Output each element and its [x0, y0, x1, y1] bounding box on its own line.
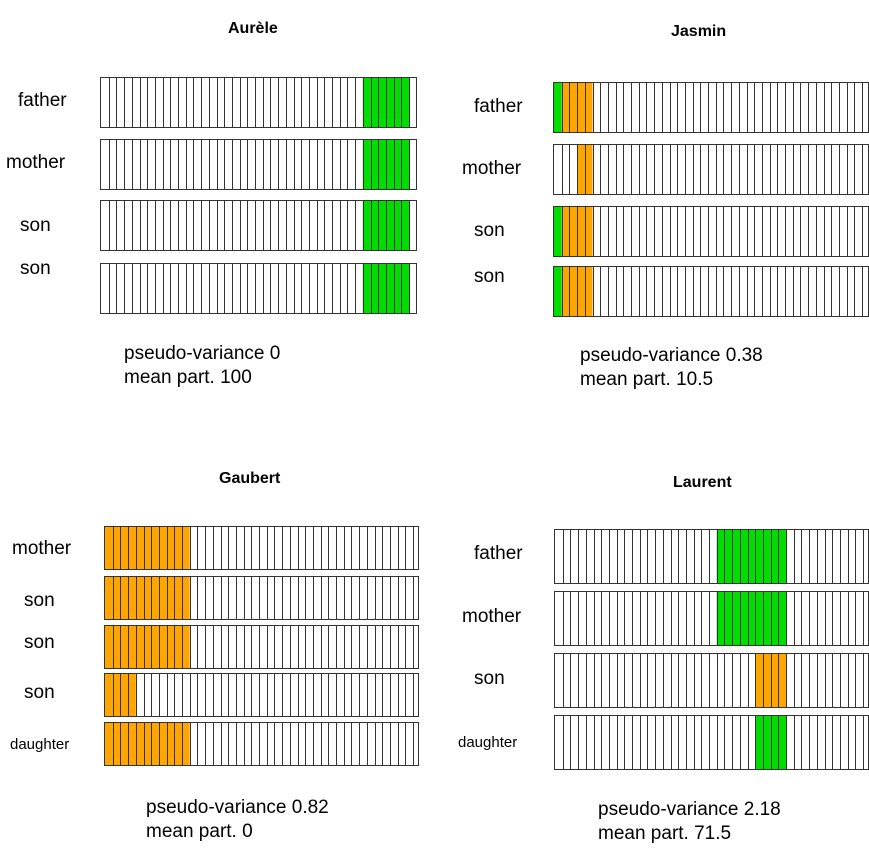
bar-row	[554, 715, 869, 770]
bar-cells	[563, 654, 864, 707]
stat-label-pseudo-variance: pseudo-variance	[598, 799, 739, 820]
green-segment	[554, 207, 562, 256]
bar-row	[104, 673, 419, 717]
row-label: son	[474, 266, 505, 287]
green-segment	[755, 716, 786, 769]
bar-cells	[109, 140, 410, 189]
bar-row	[553, 206, 869, 257]
stat-value-mean-part: 0	[242, 821, 253, 842]
bar-cells	[554, 83, 863, 132]
stat-value-mean-part: 10.5	[676, 369, 714, 390]
row-label: son	[20, 215, 51, 236]
bar-cells	[563, 716, 864, 769]
bar-row	[104, 526, 419, 570]
bar-row	[100, 77, 417, 128]
row-label: mother	[462, 158, 522, 179]
panel-title: Jasmin	[671, 23, 727, 40]
orange-segment	[755, 654, 786, 707]
row-label: father	[474, 96, 523, 117]
bar-cells	[105, 577, 414, 619]
green-segment	[716, 592, 786, 645]
green-segment	[362, 78, 409, 127]
row-label: father	[18, 90, 67, 111]
green-segment	[362, 140, 409, 189]
stat-label-mean-part: mean part.	[124, 367, 215, 388]
stats-block: pseudo-variance 0.38 mean part. 10.5	[580, 344, 763, 392]
green-segment	[362, 201, 409, 250]
bar-row	[553, 144, 869, 195]
stat-label-mean-part: mean part.	[580, 369, 671, 390]
orange-segment	[577, 145, 593, 194]
bar-cells	[109, 201, 410, 250]
row-label: daughter	[10, 736, 70, 753]
bar-cells	[105, 527, 414, 569]
stats-block: pseudo-variance 2.18 mean part. 71.5	[598, 798, 781, 846]
orange-segment	[105, 577, 190, 619]
orange-segment	[105, 527, 190, 569]
stat-label-mean-part: mean part.	[598, 823, 689, 844]
panel-title: Laurent	[673, 474, 732, 491]
orange-segment	[105, 723, 190, 765]
bar-row	[553, 82, 869, 133]
stats-block: pseudo-variance 0.82 mean part. 0	[146, 796, 329, 844]
bar-cells	[554, 267, 863, 316]
bar-cells	[105, 723, 414, 765]
green-segment	[554, 83, 562, 132]
bar-row	[554, 591, 869, 646]
stat-value-mean-part: 71.5	[694, 823, 732, 844]
bar-cells	[109, 78, 410, 127]
bar-cells	[563, 592, 864, 645]
bar-cells	[562, 145, 863, 194]
bar-cells	[563, 530, 864, 583]
stat-value-pseudo-variance: 0	[269, 343, 281, 364]
bar-row	[100, 200, 417, 251]
row-label: son	[474, 668, 505, 689]
stat-label-mean-part: mean part.	[146, 821, 237, 842]
stat-value-pseudo-variance: 0.38	[725, 345, 763, 366]
green-segment	[554, 267, 562, 316]
stat-value-pseudo-variance: 2.18	[743, 799, 781, 820]
bar-cells	[105, 674, 414, 716]
row-label: mother	[6, 152, 66, 173]
stat-label-pseudo-variance: pseudo-variance	[580, 345, 721, 366]
bar-cells	[109, 264, 410, 313]
green-segment	[362, 264, 409, 313]
bar-cells	[554, 207, 863, 256]
row-label: daughter	[458, 734, 518, 751]
stat-label-pseudo-variance: pseudo-variance	[146, 797, 287, 818]
row-label: son	[24, 632, 55, 653]
stats-block: pseudo-variance 0 mean part. 100	[124, 342, 280, 390]
row-label: son	[24, 682, 55, 703]
row-label: son	[474, 220, 505, 241]
stat-label-pseudo-variance: pseudo-variance	[124, 343, 265, 364]
stat-value-pseudo-variance: 0.82	[291, 797, 329, 818]
row-label: father	[474, 543, 523, 564]
bar-row	[100, 263, 417, 314]
stat-value-mean-part: 100	[220, 367, 252, 388]
row-label: son	[20, 258, 51, 279]
row-label: mother	[462, 606, 522, 627]
bar-row	[554, 653, 869, 708]
orange-segment	[105, 626, 190, 668]
bar-row	[104, 625, 419, 669]
bar-cells	[105, 626, 414, 668]
bar-row	[554, 529, 869, 584]
row-label: mother	[12, 538, 72, 559]
green-segment	[716, 530, 786, 583]
panel-title: Gaubert	[219, 470, 281, 487]
bar-row	[553, 266, 869, 317]
bar-row	[100, 139, 417, 190]
panel-title: Aurèle	[228, 20, 278, 37]
bar-row	[104, 722, 419, 766]
bar-row	[104, 576, 419, 620]
row-label: son	[24, 590, 55, 611]
